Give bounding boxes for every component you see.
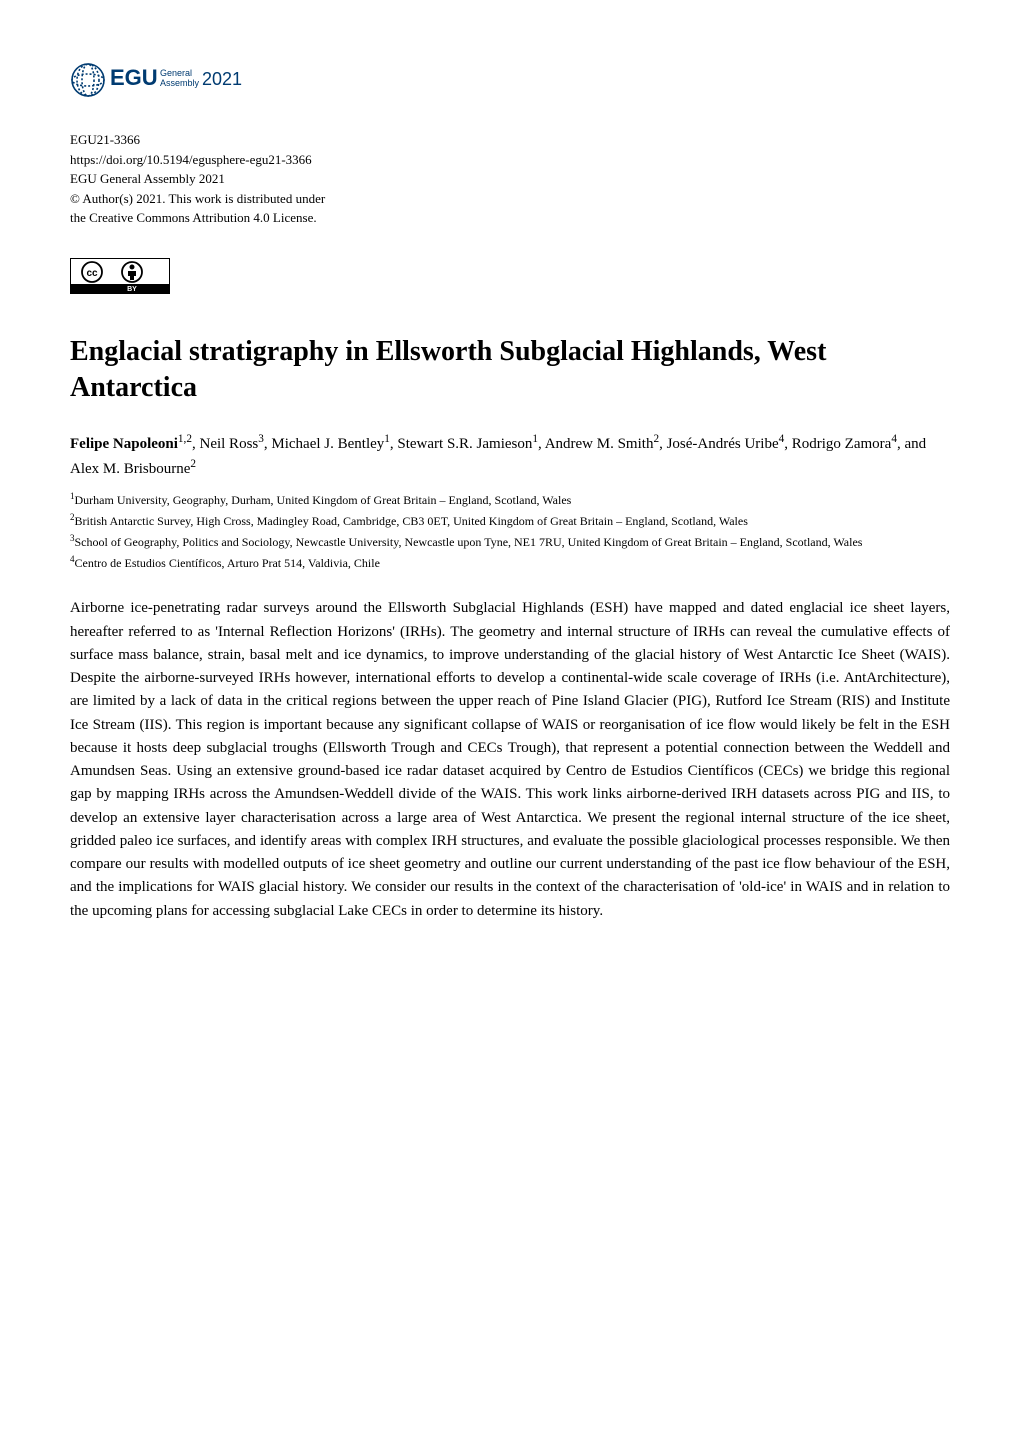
egu-logo: EGU General Assembly 2021	[70, 60, 950, 100]
author-2: , Neil Ross	[192, 436, 258, 452]
svg-text:BY: BY	[127, 286, 137, 293]
abstract-text: Airborne ice-penetrating radar surveys a…	[70, 597, 950, 923]
author-4: , Stewart S.R. Jamieson	[390, 436, 533, 452]
metadata-block: EGU21-3366 https://doi.org/10.5194/egusp…	[70, 130, 950, 228]
logo-main-text: EGU	[110, 65, 158, 90]
copyright-line: © Author(s) 2021. This work is distribut…	[70, 189, 950, 209]
affiliation-3: 3School of Geography, Politics and Socio…	[70, 532, 950, 551]
svg-text:cc: cc	[86, 268, 98, 279]
author-5: , Andrew M. Smith	[538, 436, 653, 452]
lead-author: Felipe Napoleoni	[70, 436, 178, 452]
affiliation-4: 4Centro de Estudios Científicos, Arturo …	[70, 553, 950, 572]
authors-line: Felipe Napoleoni1,2, Neil Ross3, Michael…	[70, 431, 950, 480]
doi-link[interactable]: https://doi.org/10.5194/egusphere-egu21-…	[70, 150, 950, 170]
affiliation-2: 2British Antarctic Survey, High Cross, M…	[70, 511, 950, 530]
aff-8: 2	[190, 458, 196, 470]
lead-aff: 1,2	[178, 433, 192, 445]
logo-sub-text2: Assembly	[160, 78, 200, 88]
logo-sub-text: General	[160, 68, 192, 78]
cc-by-badge: cc BY	[70, 258, 950, 294]
paper-title: Englacial stratigraphy in Ellsworth Subg…	[70, 334, 950, 407]
author-3: , Michael J. Bentley	[264, 436, 384, 452]
affiliation-1: 1Durham University, Geography, Durham, U…	[70, 490, 950, 509]
license-line: the Creative Commons Attribution 4.0 Lic…	[70, 208, 950, 228]
abstract-id: EGU21-3366	[70, 130, 950, 150]
logo-year: 2021	[202, 69, 242, 89]
conference-name: EGU General Assembly 2021	[70, 169, 950, 189]
affiliations-block: 1Durham University, Geography, Durham, U…	[70, 490, 950, 572]
author-6: , José-Andrés Uribe	[659, 436, 779, 452]
author-7: , Rodrigo Zamora	[784, 436, 891, 452]
